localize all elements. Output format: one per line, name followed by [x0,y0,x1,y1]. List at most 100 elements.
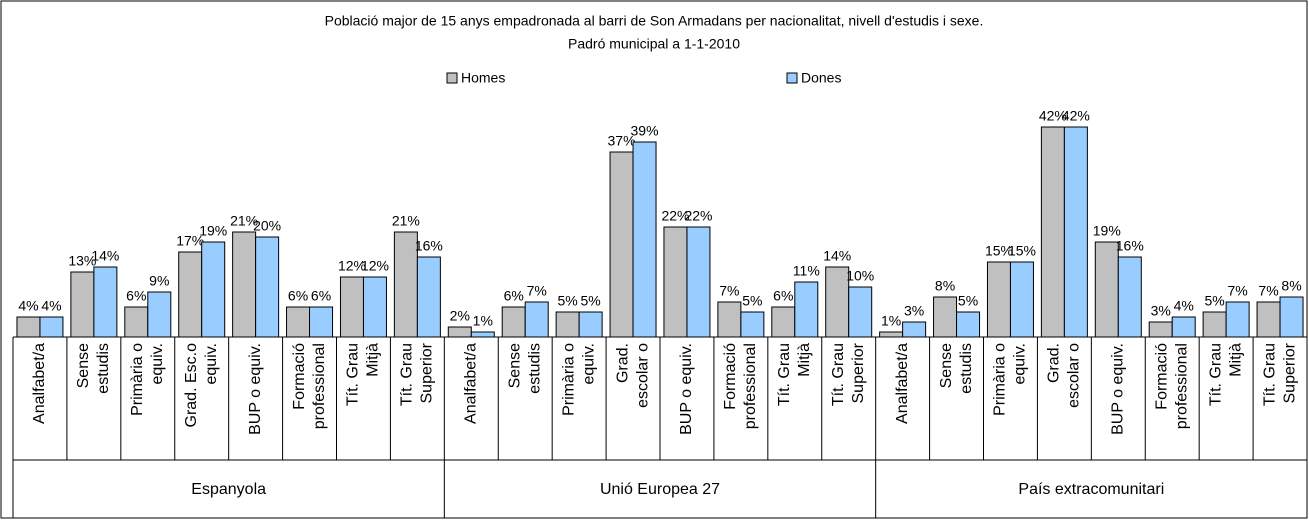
category-label: estudis [95,343,112,394]
value-label: 4% [1174,298,1194,314]
value-label: 4% [18,298,38,314]
bar [555,311,580,338]
bar [178,251,203,338]
legend-swatch [786,72,798,84]
bar [632,141,657,338]
value-label: 20% [253,218,281,234]
bar [93,266,118,338]
category-label: BUP o equiv. [1110,343,1127,435]
category-label: Primària o [560,343,577,416]
category-label: equiv. [149,343,166,385]
value-label: 5% [558,293,578,309]
value-label: 42% [1062,108,1090,124]
bar [286,306,311,338]
category-label: professional [742,343,759,429]
bar [956,311,981,338]
legend-label: Dones [801,70,841,86]
value-label: 6% [311,288,331,304]
category-label: Grad. [1046,343,1063,383]
category-label: Mitjà [365,343,382,377]
bar [16,316,41,338]
value-label: 37% [608,133,636,149]
category-label: escolar o [634,343,651,408]
bar [686,226,711,338]
bar [794,281,819,338]
value-label: 19% [1093,223,1121,239]
legend-swatch [446,72,458,84]
category-label: escolar o [1066,343,1083,408]
category-label: Grad. [614,343,631,383]
value-label: 6% [773,288,793,304]
bar [609,151,634,338]
value-label: 15% [1008,243,1036,259]
value-label: 13% [68,253,96,269]
bar [70,271,95,338]
group-label: País extracomunitari [1018,481,1164,498]
bar [524,301,549,338]
bar [1117,256,1142,338]
value-label: 6% [288,288,308,304]
bar [848,286,873,338]
category-label: Tít. Grau [830,343,847,406]
value-label: 22% [684,208,712,224]
value-label: 14% [823,248,851,264]
category-label: Analfabet/a [894,343,911,424]
bar [717,301,742,338]
bar [1279,296,1304,338]
value-label: 14% [91,248,119,264]
bar [309,306,334,338]
value-label: 5% [742,293,762,309]
category-label: Mitjà [796,343,813,377]
bar [124,306,149,338]
bar [147,291,172,338]
category-label: professional [311,343,328,429]
value-label: 7% [1258,283,1278,299]
value-label: 5% [581,293,601,309]
bar [39,316,64,338]
value-label: 9% [149,273,169,289]
bar [232,231,257,338]
value-label: 5% [958,293,978,309]
value-label: 5% [1205,293,1225,309]
value-label: 6% [126,288,146,304]
bar [1063,126,1088,338]
value-label: 11% [793,263,820,279]
value-label: 10% [846,268,874,284]
category-label: Primària o [129,343,146,416]
bar [578,311,603,338]
value-label: 39% [631,123,659,139]
bar [1256,301,1281,338]
bar [201,241,226,338]
category-label: Sense [938,343,955,388]
value-label: 15% [985,243,1013,259]
category-label: Superior [1281,342,1298,403]
category-label: Mitjà [1227,343,1244,377]
bar [470,331,495,338]
category-label: Analfabet/a [31,343,48,424]
bar [740,311,765,338]
bar [902,321,927,338]
bar [986,261,1011,338]
bar [447,326,472,338]
bar [879,331,904,338]
bar [1148,321,1173,338]
bar [771,306,796,338]
value-label: 2% [450,308,470,324]
value-label: 17% [176,233,204,249]
value-label: 21% [392,213,420,229]
bar [255,236,280,338]
value-label: 3% [904,303,924,319]
category-label: Primària o [992,343,1009,416]
bar [501,306,526,338]
legend-label: Homes [461,70,505,86]
category-label: Tít. Grau [399,343,416,406]
value-label: 4% [41,298,61,314]
category-label: Sense [75,343,92,388]
category-label: Formació [291,343,308,410]
category-label: Grad. Esc.o [183,343,200,428]
bar [362,276,387,338]
category-label: equiv. [203,343,220,385]
bar [663,226,688,338]
bar [1009,261,1034,338]
